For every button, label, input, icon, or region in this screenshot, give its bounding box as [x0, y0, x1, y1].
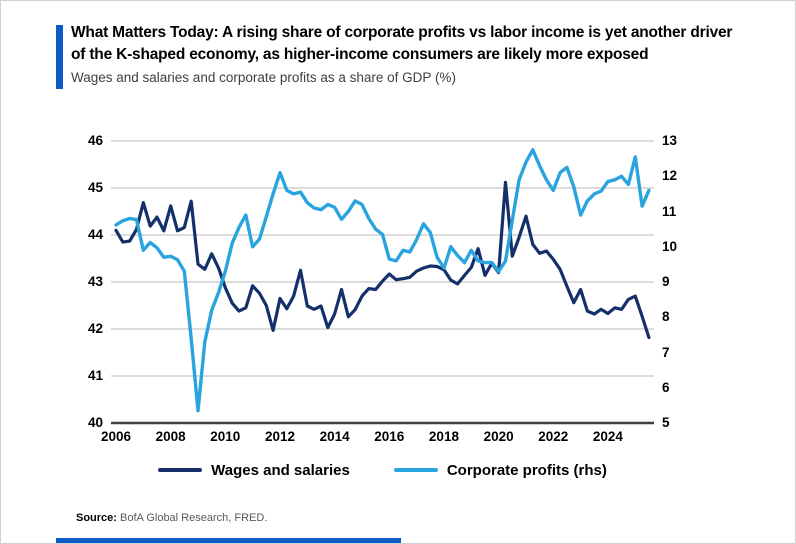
title-accent-bar [56, 25, 63, 89]
source-label: Source: [76, 512, 117, 524]
left-axis-tick-46: 46 [87, 133, 103, 148]
left-axis-tick-45: 45 [87, 180, 103, 195]
left-axis-tick-43: 43 [87, 274, 103, 289]
x-axis-tick-2022: 2022 [538, 429, 569, 444]
right-axis-tick-5: 5 [662, 415, 670, 430]
series-line-wages [114, 180, 651, 340]
legend-item-profits: Corporate profits (rhs) [393, 461, 607, 479]
left-axis-tick-41: 41 [87, 368, 103, 383]
report-title-line1: What Matters Today: A rising share of co… [71, 24, 733, 41]
source-text: BofA Global Research, FRED. [116, 512, 268, 524]
x-axis-tick-2018: 2018 [428, 429, 459, 444]
source-note: Source: BofA Global Research, FRED. [76, 511, 267, 526]
left-axis-tick-40: 40 [87, 415, 103, 430]
footer-bar [56, 538, 401, 543]
x-axis-tick-2010: 2010 [210, 429, 241, 444]
x-axis-tick-2016: 2016 [374, 429, 405, 444]
right-axis-tick-11: 11 [662, 203, 677, 219]
x-axis-tick-2012: 2012 [264, 429, 295, 444]
left-axis-tick-42: 42 [87, 321, 103, 336]
x-axis-tick-2008: 2008 [155, 429, 186, 444]
x-axis-tick-2024: 2024 [592, 429, 623, 444]
x-axis-tick-2006: 2006 [100, 429, 132, 444]
right-axis-tick-7: 7 [662, 344, 670, 360]
right-axis-tick-12: 12 [662, 168, 678, 184]
x-axis-tick-2014: 2014 [319, 429, 350, 444]
right-axis-tick-8: 8 [662, 309, 670, 325]
series-line-profits [114, 148, 651, 413]
right-axis-tick-10: 10 [662, 238, 678, 254]
right-axis-tick-6: 6 [662, 379, 670, 395]
legend-label-profits: Corporate profits (rhs) [446, 461, 607, 479]
report-title-line2: of the K-shaped economy, as higher-incom… [71, 46, 649, 63]
chart-subtitle: Wages and salaries and corporate profits… [71, 70, 456, 85]
x-axis-tick-2020: 2020 [483, 429, 514, 444]
legend-item-wages: Wages and salaries [158, 462, 350, 479]
legend-label-wages: Wages and salaries [211, 461, 350, 479]
left-axis-tick-44: 44 [87, 227, 103, 242]
wages-line-swatch-icon [158, 468, 203, 472]
right-axis-tick-9: 9 [662, 274, 670, 289]
profits-line-swatch-icon [393, 468, 438, 472]
report-title: What Matters Today: A rising share of co… [71, 22, 743, 66]
right-axis-tick-13: 13 [662, 133, 678, 148]
chart-legend: Wages and salaries Corporate profits (rh… [111, 459, 654, 481]
